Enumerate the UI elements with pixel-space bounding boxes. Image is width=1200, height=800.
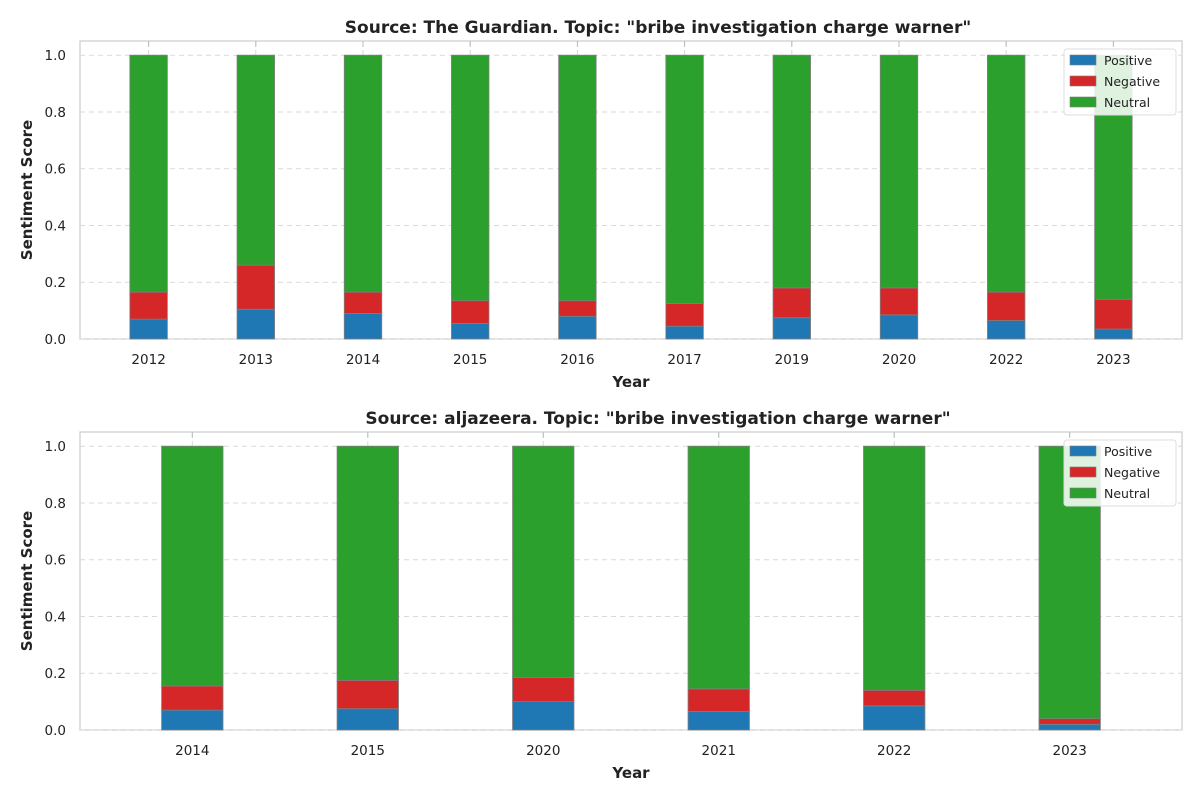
x-tick-label: 2017 (667, 352, 701, 368)
bar-positive-2023 (1094, 328, 1133, 340)
bar-negative-2015 (336, 679, 399, 710)
bar-negative-2015 (451, 300, 490, 324)
bar-positive-2015 (336, 708, 399, 731)
bar-negative-2020 (512, 677, 575, 703)
y-tick-label: 0.8 (45, 105, 66, 121)
bar-negative-2014 (161, 685, 224, 711)
x-tick-label: 2013 (239, 352, 273, 368)
y-axis-label: Sentiment Score (18, 511, 36, 651)
chart-1: 0.0 0.2 0.4 0.6 0.8 1.0 2012 2013 2014 2015 2016 20… (18, 18, 1183, 391)
legend-label-positive: Positive (1104, 53, 1152, 68)
x-tick-label: 2016 (560, 352, 594, 368)
bar-negative-2022 (987, 291, 1026, 321)
x-tick-label: 2015 (351, 743, 385, 759)
y-tick-label: 0.4 (45, 609, 66, 625)
legend-label-positive: Positive (1104, 444, 1152, 459)
bar-neutral-2020 (879, 54, 919, 289)
bar-negative-2021 (687, 688, 750, 712)
bar-positive-2013 (236, 308, 275, 340)
x-tick-label: 2014 (175, 743, 209, 759)
y-axis-label: Sentiment Score (18, 120, 36, 260)
y-tick-label: 0.2 (45, 275, 66, 291)
bar-positive-2021 (687, 711, 750, 731)
x-tick-label: 2022 (877, 743, 911, 759)
x-tick-label: 2012 (131, 352, 165, 368)
x-tick-label: 2015 (453, 352, 487, 368)
x-tick-label: 2019 (775, 352, 809, 368)
legend-label-negative: Negative (1104, 465, 1160, 480)
legend-label-negative: Negative (1104, 74, 1160, 89)
bar-positive-2017 (665, 325, 704, 340)
bar-positive-2023 (1038, 723, 1101, 731)
bar-negative-2013 (236, 264, 275, 310)
bar-negative-2014 (343, 291, 383, 314)
legend-swatch-neutral (1069, 96, 1097, 108)
bar-neutral-2022 (987, 54, 1026, 293)
x-tick-label: 2014 (346, 352, 380, 368)
bar-neutral-2016 (558, 54, 597, 302)
y-tick-label: 0.8 (45, 496, 66, 512)
legend-swatch-neutral (1069, 487, 1097, 499)
y-tick-label: 1.0 (45, 439, 66, 455)
bar-neutral-2020 (512, 445, 575, 678)
bar-negative-2022 (863, 689, 926, 707)
bar-neutral-2013 (236, 54, 275, 266)
y-tick-label: 0.6 (45, 553, 66, 569)
bar-neutral-2019 (772, 54, 811, 289)
y-tick-label: 0.2 (45, 666, 66, 682)
bar-negative-2023 (1094, 298, 1133, 330)
bar-negative-2017 (665, 303, 704, 327)
bar-neutral-2014 (161, 445, 224, 687)
legend-label-neutral: Neutral (1104, 95, 1150, 110)
bar-negative-2023 (1038, 718, 1101, 725)
x-tick-label: 2023 (1096, 352, 1130, 368)
y-tick-label: 0.6 (45, 162, 66, 178)
legend-swatch-negative (1069, 466, 1097, 478)
bar-neutral-2014 (343, 54, 383, 293)
x-axis-label: Year (611, 373, 650, 391)
legend-swatch-negative (1069, 75, 1097, 87)
bar-positive-2022 (987, 320, 1026, 340)
bar-positive-2012 (129, 318, 168, 340)
bar-negative-2019 (772, 287, 811, 319)
bar-neutral-2015 (451, 54, 490, 302)
bar-positive-2019 (772, 317, 811, 340)
legend: Positive Negative Neutral (1063, 439, 1177, 507)
bar-positive-2015 (451, 322, 490, 340)
legend-swatch-positive (1069, 54, 1097, 66)
bar-negative-2016 (558, 300, 597, 317)
chart-title: Source: aljazeera. Topic: "bribe investi… (365, 409, 950, 429)
y-tick-label: 0.0 (45, 723, 66, 739)
x-tick-label: 2020 (882, 352, 916, 368)
chart-2: 0.0 0.2 0.4 0.6 0.8 1.0 2014 2015 2020 2021 2022 20… (18, 409, 1183, 782)
bar-positive-2020 (879, 314, 919, 340)
chart-title: Source: The Guardian. Topic: "bribe inve… (345, 18, 971, 38)
x-tick-label: 2022 (989, 352, 1023, 368)
x-tick-label: 2023 (1053, 743, 1087, 759)
bar-neutral-2022 (863, 445, 926, 691)
bar-positive-2014 (161, 709, 224, 731)
bar-positive-2016 (558, 315, 597, 340)
plot-frame (79, 431, 1183, 731)
y-tick-label: 0.0 (45, 332, 66, 348)
bar-neutral-2017 (665, 54, 704, 304)
bar-neutral-2015 (336, 445, 399, 681)
legend-label-neutral: Neutral (1104, 486, 1150, 501)
y-tick-label: 0.4 (45, 218, 66, 234)
bar-neutral-2012 (129, 54, 168, 293)
y-tick-label: 1.0 (45, 48, 66, 64)
legend-swatch-positive (1069, 445, 1097, 457)
bar-positive-2020 (512, 701, 575, 731)
x-axis-label: Year (611, 764, 650, 782)
bar-positive-2022 (863, 705, 926, 731)
bar-neutral-2021 (687, 445, 750, 690)
bar-negative-2012 (129, 291, 168, 320)
x-tick-label: 2020 (526, 743, 560, 759)
bar-negative-2020 (879, 287, 919, 316)
x-tick-label: 2021 (702, 743, 736, 759)
legend: Positive Negative Neutral (1063, 48, 1177, 116)
bar-positive-2014 (343, 313, 383, 340)
